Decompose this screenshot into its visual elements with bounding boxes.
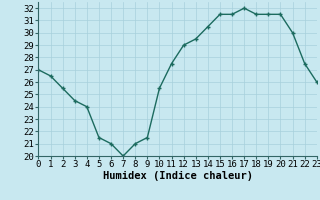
X-axis label: Humidex (Indice chaleur): Humidex (Indice chaleur) [103,171,252,181]
